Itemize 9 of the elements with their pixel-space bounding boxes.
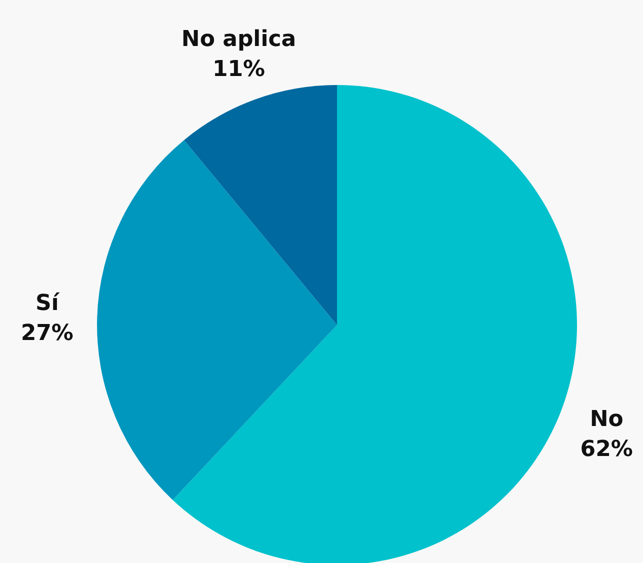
slice-label: Sí xyxy=(35,290,60,316)
pie-slice xyxy=(184,85,337,325)
data-label: 62% xyxy=(580,436,633,462)
pie-slice xyxy=(172,85,577,563)
pie-slice xyxy=(97,140,337,500)
slice-label: No aplica xyxy=(181,27,296,52)
data-label: 11% xyxy=(212,57,266,82)
slice-label: No xyxy=(590,406,624,432)
data-label: 27% xyxy=(20,320,74,346)
